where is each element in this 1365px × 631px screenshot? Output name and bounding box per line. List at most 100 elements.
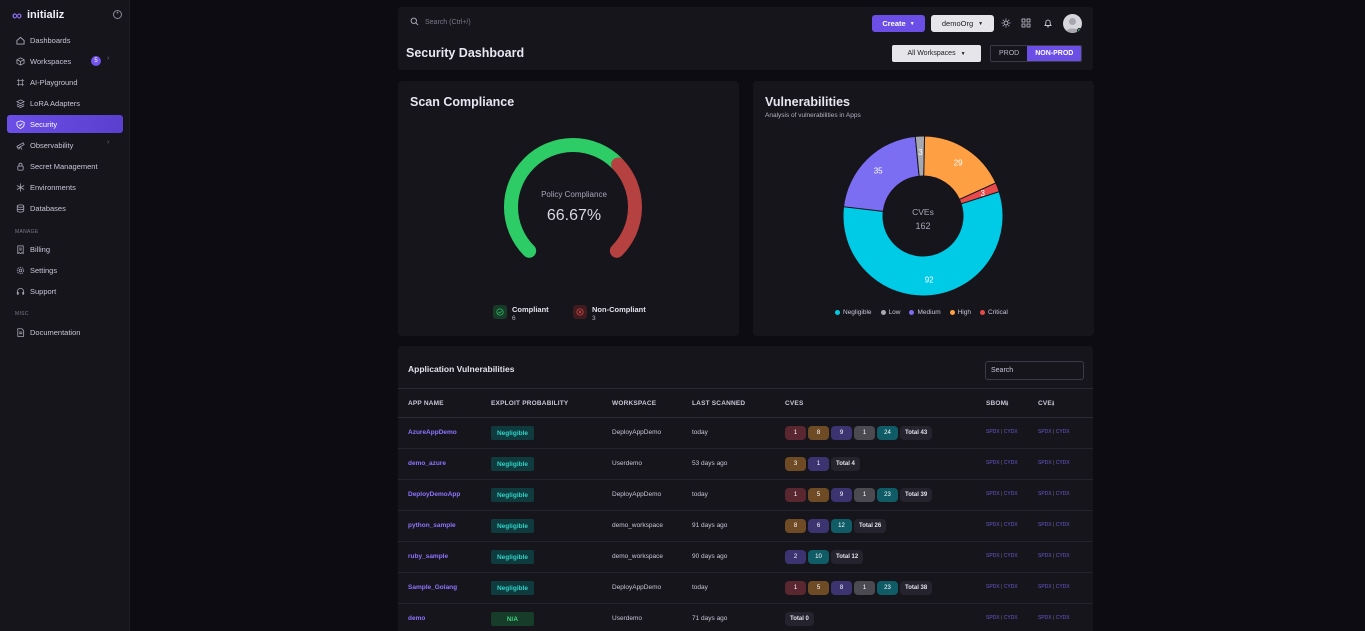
col-last-scanned[interactable]: LAST SCANNED	[692, 400, 746, 407]
spdx-link[interactable]: SPDX	[986, 522, 1000, 528]
sidebar-item-label: Workspaces	[30, 56, 72, 66]
app-name-link[interactable]: DeployDemoApp	[408, 491, 461, 498]
spdx-link[interactable]: SPDX	[986, 460, 1000, 466]
spdx-link[interactable]: SPDX	[1038, 522, 1052, 528]
sidebar-item-security[interactable]: Security	[7, 115, 123, 133]
legend-item-high[interactable]: High	[949, 309, 971, 316]
legend-item-low[interactable]: Low	[880, 309, 900, 316]
app-name-link[interactable]: Sample_Golang	[408, 584, 458, 591]
workspace-filter-dropdown[interactable]: All Workspaces ▼	[892, 45, 981, 62]
env-nonprod-button[interactable]: NON-PROD	[1027, 46, 1082, 61]
col-cves[interactable]: CVES	[785, 400, 804, 407]
sbom-download-links[interactable]: SPDX | CYDX	[986, 553, 1018, 559]
cve-download-links[interactable]: SPDX | CYDX	[1038, 522, 1070, 528]
download-arrow-icon[interactable]: ⭳	[1006, 400, 1009, 407]
spdx-link[interactable]: SPDX	[1038, 429, 1052, 435]
sidebar-item-databases[interactable]: Databases	[7, 199, 123, 217]
collapse-sidebar-icon[interactable]: •	[113, 10, 122, 19]
avatar[interactable]	[1063, 14, 1082, 33]
cydx-link[interactable]: CYDX	[1003, 429, 1018, 435]
sbom-download-links[interactable]: SPDX | CYDX	[986, 491, 1018, 497]
cydx-link[interactable]: CYDX	[1003, 522, 1018, 528]
link-separator: |	[1051, 553, 1056, 559]
sidebar-item-documentation[interactable]: Documentation	[7, 323, 123, 341]
legend-item-critical[interactable]: Critical	[979, 309, 1008, 316]
spdx-link[interactable]: SPDX	[986, 553, 1000, 559]
spdx-link[interactable]: SPDX	[1038, 615, 1052, 621]
cydx-link[interactable]: CYDX	[1055, 491, 1070, 497]
sidebar-item-lora-adapters[interactable]: LoRA Adapters	[7, 94, 123, 112]
table-search-input[interactable]: Search	[985, 361, 1084, 380]
cve-total-pill: Total 12	[831, 550, 864, 564]
sidebar-item-workspaces[interactable]: Workspaces 5 ›	[7, 52, 123, 70]
cve-pills: 1 5 9 1 23 Total 39	[785, 488, 933, 502]
sbom-download-links[interactable]: SPDX | CYDX	[986, 522, 1018, 528]
sidebar-item-observability[interactable]: Observability ›	[7, 136, 123, 154]
caret-down-icon: ▼	[909, 20, 915, 27]
org-selector[interactable]: demoOrg ▼	[931, 15, 994, 32]
app-name-link[interactable]: demo	[408, 615, 426, 622]
sidebar-item-ai-playground[interactable]: AI-Playground	[7, 73, 123, 91]
cve-download-links[interactable]: SPDX | CYDX	[1038, 615, 1070, 621]
search-input[interactable]: Search (Ctrl+/)	[425, 19, 471, 26]
spdx-link[interactable]: SPDX	[986, 615, 1000, 621]
cydx-link[interactable]: CYDX	[1003, 615, 1018, 621]
sbom-download-links[interactable]: SPDX | CYDX	[986, 460, 1018, 466]
app-name-link[interactable]: demo_azure	[408, 460, 446, 467]
sidebar-item-support[interactable]: Support	[7, 282, 123, 300]
x-circle-icon	[573, 305, 587, 319]
spdx-link[interactable]: SPDX	[986, 429, 1000, 435]
app-name-link[interactable]: ruby_sample	[408, 553, 449, 560]
cve-download-links[interactable]: SPDX | CYDX	[1038, 584, 1070, 590]
spdx-link[interactable]: SPDX	[1038, 584, 1052, 590]
cydx-link[interactable]: CYDX	[1055, 615, 1070, 621]
global-search[interactable]: Search (Ctrl+/)	[410, 17, 471, 28]
workspace-cell: demo_workspace	[612, 553, 663, 560]
sidebar-item-settings[interactable]: Settings	[7, 261, 123, 279]
spdx-link[interactable]: SPDX	[986, 491, 1000, 497]
cydx-link[interactable]: CYDX	[1055, 522, 1070, 528]
create-button[interactable]: Create ▼	[872, 15, 925, 32]
cve-download-links[interactable]: SPDX | CYDX	[1038, 429, 1070, 435]
spdx-link[interactable]: SPDX	[1038, 553, 1052, 559]
cydx-link[interactable]: CYDX	[1003, 553, 1018, 559]
sbom-download-links[interactable]: SPDX | CYDX	[986, 615, 1018, 621]
legend-item-medium[interactable]: Medium	[909, 309, 941, 316]
cve-download-links[interactable]: SPDX | CYDX	[1038, 553, 1070, 559]
cydx-link[interactable]: CYDX	[1003, 584, 1018, 590]
sidebar-item-dashboards[interactable]: Dashboards	[7, 31, 123, 49]
cydx-link[interactable]: CYDX	[1003, 491, 1018, 497]
theme-toggle-icon[interactable]	[1000, 17, 1012, 29]
sbom-download-links[interactable]: SPDX | CYDX	[986, 429, 1018, 435]
app-name-link[interactable]: python_sample	[408, 522, 456, 529]
col-exploit-probability[interactable]: EXPLOIT PROBABILITY	[491, 400, 569, 407]
apps-grid-icon[interactable]	[1020, 17, 1032, 29]
cydx-link[interactable]: CYDX	[1055, 584, 1070, 590]
cydx-link[interactable]: CYDX	[1055, 460, 1070, 466]
donut-slice-critical[interactable]	[958, 182, 1000, 205]
legend-item-negligible[interactable]: Negligible	[835, 309, 872, 316]
spdx-link[interactable]: SPDX	[1038, 460, 1052, 466]
sidebar-item-secret-management[interactable]: Secret Management	[7, 157, 123, 175]
spdx-link[interactable]: SPDX	[1038, 491, 1052, 497]
logo[interactable]: ∞ initializ	[12, 8, 64, 22]
spdx-link[interactable]: SPDX	[986, 584, 1000, 590]
col-cve[interactable]: CVE	[1038, 400, 1052, 407]
donut-slice-negligible[interactable]	[842, 190, 1004, 297]
col-sbom[interactable]: SBOM	[986, 400, 1007, 407]
col-app-name[interactable]: APP NAME	[408, 400, 444, 407]
cve-download-links[interactable]: SPDX | CYDX	[1038, 491, 1070, 497]
cydx-link[interactable]: CYDX	[1003, 460, 1018, 466]
cydx-link[interactable]: CYDX	[1055, 553, 1070, 559]
cve-download-links[interactable]: SPDX | CYDX	[1038, 460, 1070, 466]
bell-icon[interactable]	[1042, 17, 1054, 29]
sidebar-item-billing[interactable]: Billing	[7, 240, 123, 258]
cve-count-pill: 1	[854, 426, 875, 440]
col-workspace[interactable]: WORKSPACE	[612, 400, 657, 407]
download-arrow-icon[interactable]: ⭳	[1052, 400, 1055, 407]
env-prod-button[interactable]: PROD	[991, 46, 1028, 61]
sidebar-item-environments[interactable]: Environments	[7, 178, 123, 196]
app-name-link[interactable]: AzureAppDemo	[408, 429, 457, 436]
sbom-download-links[interactable]: SPDX | CYDX	[986, 584, 1018, 590]
cydx-link[interactable]: CYDX	[1055, 429, 1070, 435]
